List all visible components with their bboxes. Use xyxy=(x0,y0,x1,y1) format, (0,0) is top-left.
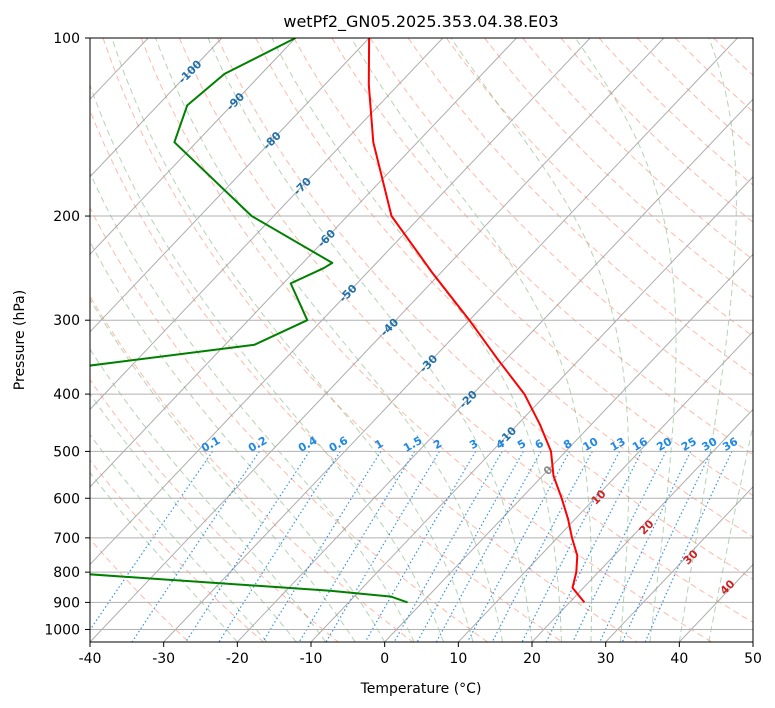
isotherm-line xyxy=(457,331,753,642)
chart-title: wetPf2_GN05.2025.353.04.38.E03 xyxy=(283,12,558,32)
mixing-ratio-line xyxy=(90,451,214,632)
plot-frame xyxy=(89,37,754,643)
x-tick-label: 10 xyxy=(449,651,467,667)
y-tick-label: 1000 xyxy=(44,622,80,638)
dry-adiabat-line xyxy=(90,459,264,642)
mixing-ratio-line xyxy=(521,451,621,642)
mixing-ratio-line xyxy=(131,451,260,642)
isotherm-line xyxy=(90,38,591,566)
x-axis-title: Temperature (°C) xyxy=(360,681,482,697)
y-tick-label: 900 xyxy=(53,595,80,611)
moist-adiabat-line xyxy=(678,38,737,642)
isotherm-line xyxy=(384,253,753,642)
dry-adiabat-line xyxy=(102,38,638,642)
x-tick-label: 50 xyxy=(744,651,762,667)
mixing-ratio-line xyxy=(545,451,643,642)
x-tick-label: -20 xyxy=(226,651,249,667)
y-tick-label: 700 xyxy=(53,531,80,547)
moist-adiabat-line xyxy=(350,38,593,642)
dry-adiabat-line xyxy=(369,38,753,416)
moist-adiabat-line xyxy=(90,240,386,642)
x-tick-label: -30 xyxy=(152,651,175,667)
mixing-ratio-line xyxy=(416,451,524,642)
moist-adiabat-line xyxy=(90,298,356,642)
isotherm-line xyxy=(310,176,753,642)
isotherm-line xyxy=(90,38,444,411)
mixing-ratio-line xyxy=(364,451,477,642)
isotherm-line xyxy=(531,408,753,642)
isotherm-line xyxy=(90,38,517,488)
moist-adiabat-line xyxy=(271,38,562,642)
moist-adiabat-line xyxy=(450,38,630,642)
x-tick-label: -40 xyxy=(79,651,102,667)
y-tick-label: 800 xyxy=(53,565,80,581)
x-tick-label: 20 xyxy=(523,651,541,667)
dry-adiabat-line xyxy=(445,38,753,337)
dry-adiabat-line xyxy=(90,206,488,642)
x-tick-label: 0 xyxy=(380,651,389,667)
mixing-ratio-line xyxy=(435,451,542,642)
temperature-profile-line xyxy=(367,38,586,604)
mixing-ratio-line xyxy=(393,451,503,642)
mixing-ratio-line xyxy=(621,451,712,642)
y-tick-label: 300 xyxy=(53,313,80,329)
x-tick-label: 30 xyxy=(597,651,615,667)
axes: -40 -30 -20 -10 0 10 20 30 40 50 100 200 300 400 500 60… xyxy=(44,31,762,667)
dry-adiabat-line xyxy=(140,38,712,642)
y-tick-label: 500 xyxy=(53,444,80,460)
isotherm-line xyxy=(90,38,223,178)
mixing-ratio-line xyxy=(599,451,692,642)
isotherm-line xyxy=(90,38,296,256)
y-axis-title: Pressure (hPa) xyxy=(12,290,28,390)
isotherm-line xyxy=(236,98,753,642)
moist-adiabat-line xyxy=(574,38,677,642)
y-tick-label: 200 xyxy=(53,209,80,225)
y-tick-label: 100 xyxy=(53,31,80,47)
moist-adiabat-line xyxy=(207,38,533,642)
x-tick-label: 40 xyxy=(670,651,688,667)
mixing-ratio-line xyxy=(466,451,571,642)
mixing-ratio-line xyxy=(491,451,593,642)
moist-adiabat-line xyxy=(90,348,327,642)
dry-adiabat-line xyxy=(407,38,753,376)
moist-adiabat-line xyxy=(90,392,297,642)
y-tick-label: 600 xyxy=(53,491,80,507)
isotherm-line xyxy=(90,38,370,333)
moist-adiabat-line xyxy=(708,423,753,642)
moist-adiabat-line xyxy=(90,433,268,642)
isotherm-line xyxy=(605,486,753,642)
x-tick-label: -10 xyxy=(300,651,323,667)
y-tick-label: 400 xyxy=(53,387,80,403)
isotherm-line xyxy=(90,38,665,642)
moist-adiabat-line xyxy=(111,38,474,642)
moist-adiabat-line xyxy=(90,83,445,642)
mixing-ratio-line xyxy=(644,451,733,642)
mixing-ratio-line xyxy=(572,451,667,642)
moist-adiabat-line xyxy=(90,471,238,642)
dry-adiabat-line xyxy=(90,109,563,642)
mixing-ratio-line xyxy=(262,451,382,642)
background-lines xyxy=(90,38,753,642)
profile-lines xyxy=(90,38,586,604)
isotherm-line xyxy=(163,38,738,642)
dry-adiabat-line xyxy=(178,38,753,623)
dry-adiabat-line xyxy=(217,38,753,580)
dewpoint-profile-line xyxy=(90,38,408,604)
